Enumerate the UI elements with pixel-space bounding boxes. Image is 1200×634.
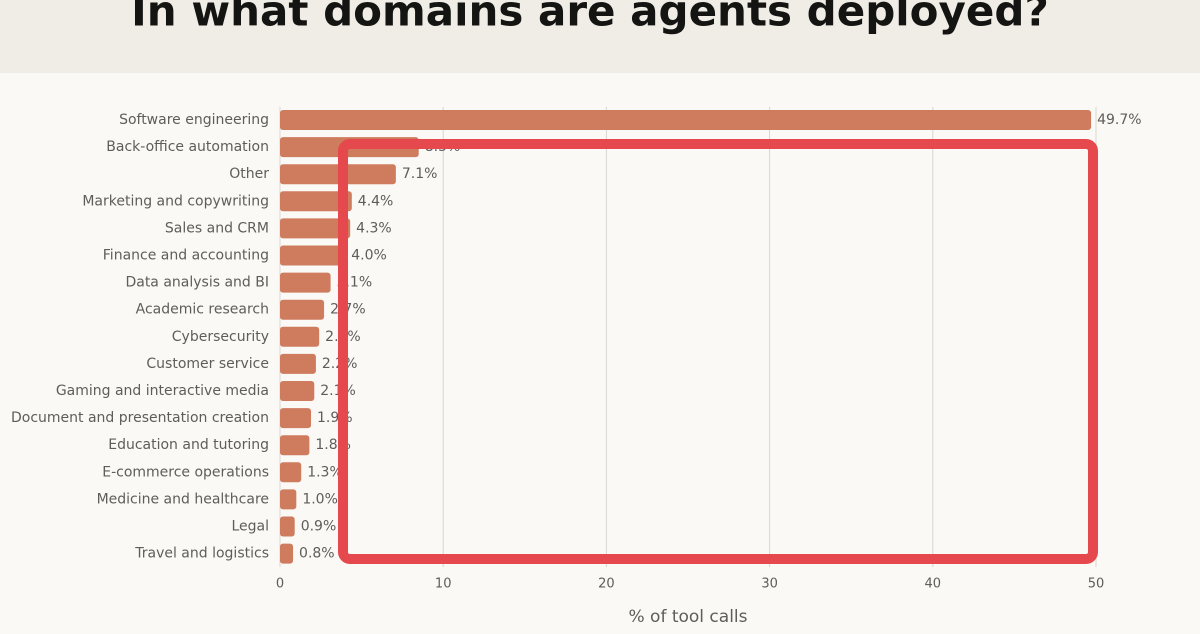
y-tick-label: Other (229, 166, 269, 182)
y-tick-label: Back-office automation (106, 139, 269, 155)
bar (280, 299, 325, 320)
y-tick-label: Legal (231, 519, 269, 535)
bar (280, 326, 320, 347)
y-tick-label: Data analysis and BI (125, 275, 269, 291)
bar (280, 408, 312, 429)
x-tick-label: 0 (276, 577, 284, 592)
bar (280, 381, 315, 401)
value-label: 49.7% (1097, 112, 1141, 128)
value-label: 7.1% (402, 166, 438, 182)
value-label: 1.3% (307, 464, 343, 480)
value-label: 4.0% (351, 248, 387, 264)
bar (280, 218, 351, 239)
plot: 0 10 20 30 40 50 % of tool calls Software engin… (11, 107, 1142, 627)
y-tick-label: Medicine and healthcare (97, 491, 269, 507)
y-tick-label: Marketing and copywriting (82, 193, 269, 209)
bar (280, 272, 331, 293)
y-tick-label: Gaming and interactive media (56, 383, 269, 399)
value-label: 0.9% (301, 519, 337, 535)
y-tick-label: Cybersecurity (172, 329, 269, 345)
y-tick-label: Travel and logistics (134, 546, 269, 562)
value-label: 4.3% (356, 220, 392, 236)
bar (280, 489, 297, 510)
highlight-box (338, 139, 1098, 564)
bar (280, 462, 302, 483)
value-label: 1.0% (302, 491, 338, 507)
header-band (0, 0, 1200, 73)
x-tick-label: 20 (598, 577, 615, 592)
y-tick-label: Sales and CRM (165, 220, 269, 236)
y-tick-label: Education and tutoring (108, 437, 269, 453)
bar (280, 543, 294, 564)
value-label: 4.4% (358, 193, 394, 209)
bar (280, 110, 1092, 130)
x-axis-label: % of tool calls (628, 607, 747, 627)
y-tick-label: Software engineering (119, 112, 269, 128)
y-tick-label: Customer service (146, 356, 269, 372)
bar (280, 353, 316, 374)
y-tick-label: E-commerce operations (102, 464, 269, 480)
x-tick-label: 10 (435, 577, 452, 592)
y-tick-label: Academic research (136, 302, 269, 318)
x-tick-label: 50 (1088, 577, 1105, 592)
y-tick-label: Document and presentation creation (11, 410, 269, 426)
value-label: 0.8% (299, 546, 335, 562)
x-tick-label: 40 (925, 577, 942, 592)
x-tick-label: 30 (761, 577, 778, 592)
bar (280, 435, 310, 456)
y-tick-label: Finance and accounting (103, 248, 269, 264)
bar (280, 245, 346, 266)
bar (280, 164, 396, 185)
chart-title: In what domains are agents deployed? (131, 0, 1049, 36)
bar (280, 191, 352, 212)
bar (280, 516, 295, 537)
